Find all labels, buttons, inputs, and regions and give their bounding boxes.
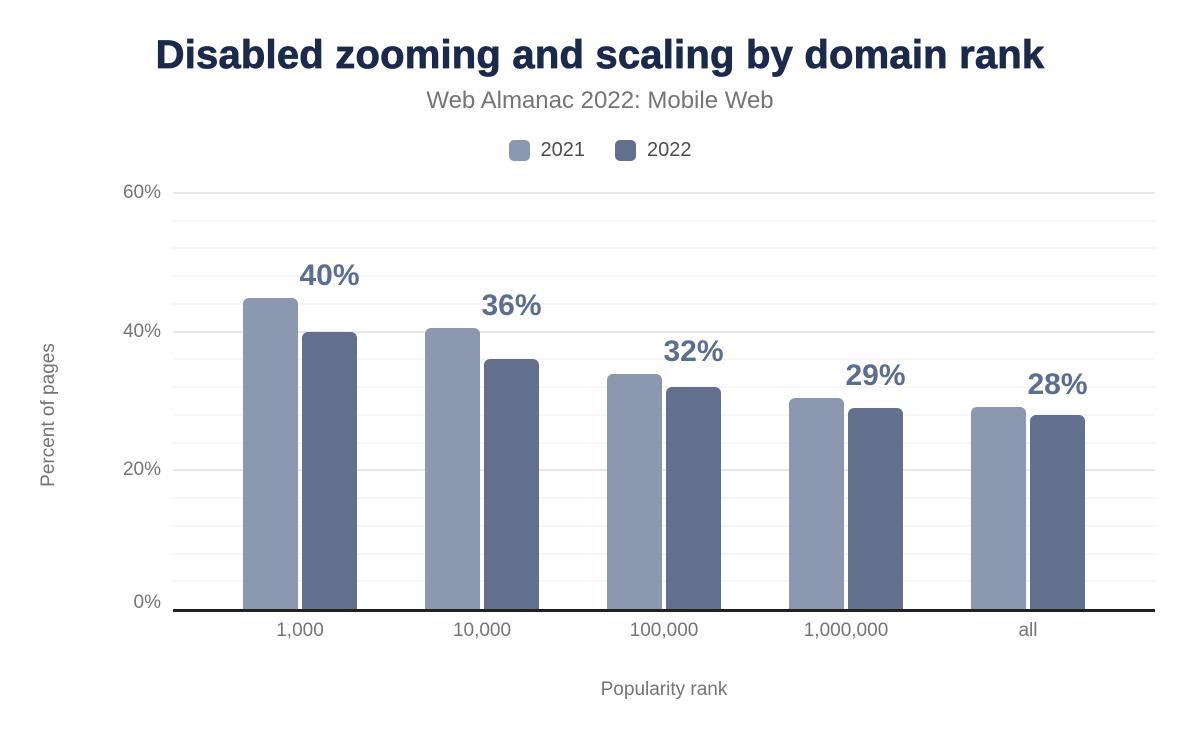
- legend-swatch-icon: [615, 140, 636, 161]
- bar-2021-all: [971, 406, 1026, 609]
- y-tick-label: 0%: [133, 592, 161, 613]
- x-tick-label: 100,000: [629, 620, 699, 641]
- chart-subtitle: Web Almanac 2022: Mobile Web: [426, 87, 774, 114]
- gridline-minor: [173, 441, 1155, 444]
- legend-item-2021: 2021: [508, 139, 586, 162]
- gridline-major: [173, 469, 1155, 472]
- gridline-major: [173, 192, 1155, 194]
- chart-title: Disabled zooming and scaling by domain r…: [155, 33, 1045, 78]
- bar-value-label: 28%: [1027, 367, 1088, 401]
- gridline-minor: [173, 524, 1155, 527]
- gridline-minor: [173, 247, 1155, 250]
- x-tick-label: 10,000: [452, 620, 512, 641]
- x-tick-label: 1,000,000: [803, 620, 889, 641]
- plot-area: 40% 36% 32% 29% 28%: [173, 192, 1155, 612]
- legend: 2021 2022: [0, 139, 1200, 162]
- legend-label: 2021: [540, 139, 586, 161]
- bar-2022-10,000: [484, 359, 539, 609]
- bar-2022-all: [1030, 414, 1085, 609]
- gridline-minor: [173, 275, 1155, 278]
- bar-value-label: 36%: [481, 289, 542, 323]
- bar-2022-1,000: [302, 331, 357, 609]
- y-tick-label: 20%: [122, 459, 161, 481]
- legend-item-2022: 2022: [615, 139, 692, 162]
- bar-2022-100,000: [666, 387, 721, 609]
- gridline-minor: [173, 552, 1155, 555]
- gridline-minor: [173, 413, 1155, 416]
- x-tick-label: all: [1018, 620, 1038, 641]
- bar-value-label: 40%: [299, 258, 360, 292]
- gridline-minor: [173, 358, 1155, 361]
- y-tick-label: 60%: [122, 182, 161, 203]
- bar-value-label: 32%: [663, 334, 724, 368]
- x-axis-title: Popularity rank: [600, 679, 728, 700]
- x-tick-label: 1,000: [276, 620, 324, 641]
- gridline-minor: [173, 302, 1155, 305]
- gridline-minor: [173, 386, 1155, 389]
- y-tick-label: 40%: [122, 320, 161, 342]
- bar-2021-1,000: [243, 297, 298, 609]
- bar-2021-1,000,000: [789, 398, 844, 609]
- gridline-major: [173, 330, 1155, 333]
- gridline-minor: [173, 497, 1155, 500]
- legend-swatch-icon: [508, 140, 530, 161]
- bar-2022-1,000,000: [848, 407, 903, 609]
- gridline-minor: [173, 580, 1155, 583]
- bar-2021-10,000: [425, 328, 480, 609]
- bar-value-label: 29%: [845, 359, 906, 393]
- bar-2021-100,000: [607, 373, 662, 609]
- legend-label: 2022: [647, 139, 692, 161]
- gridline-minor: [173, 219, 1155, 222]
